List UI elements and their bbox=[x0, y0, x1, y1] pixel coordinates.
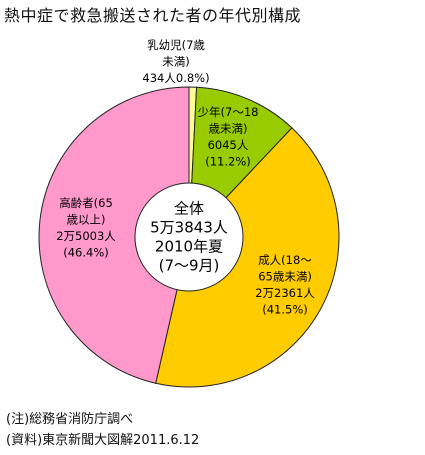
slice-label-2: 成人(18〜 bbox=[258, 253, 312, 267]
slice-label-3: 高齢者(65 bbox=[59, 196, 113, 210]
slice-label-3: 2万5003人 bbox=[56, 229, 116, 243]
slice-label-1: (11.2%) bbox=[205, 155, 251, 169]
center-text-line: 2010年夏 bbox=[155, 238, 223, 256]
slice-label-0: 未満) bbox=[162, 55, 190, 69]
center-circle bbox=[134, 182, 244, 292]
slice-label-1: 6045人 bbox=[208, 138, 249, 152]
slice-label-0: 乳幼児(7歳 bbox=[147, 38, 205, 52]
pie-slice-2 bbox=[155, 127, 340, 388]
center-text-line: 全体 bbox=[174, 200, 204, 218]
slice-label-2: 2万2361人 bbox=[255, 286, 315, 300]
slice-label-3: (46.4%) bbox=[63, 246, 109, 260]
slice-label-0: 434人0.8%) bbox=[142, 71, 209, 85]
slice-label-1: 少年(7〜18 bbox=[198, 105, 259, 119]
footnote-source: (資料)東京新聞大図解2011.6.12 bbox=[6, 433, 200, 448]
center-text-line: 5万3843人 bbox=[150, 219, 228, 237]
pie-slice-3 bbox=[38, 86, 190, 384]
footnote-note: (注)総務省消防庁調べ bbox=[6, 412, 134, 427]
slice-label-1: 歳未満) bbox=[209, 122, 248, 136]
chart-title: 熱中症で救急搬送された者の年代別構成 bbox=[4, 6, 302, 25]
slice-label-3: 歳以上) bbox=[67, 213, 106, 227]
slice-label-2: 65歳未満) bbox=[258, 270, 312, 284]
center-text-line: (7〜9月) bbox=[159, 257, 220, 275]
slice-label-2: (41.5%) bbox=[262, 303, 308, 317]
